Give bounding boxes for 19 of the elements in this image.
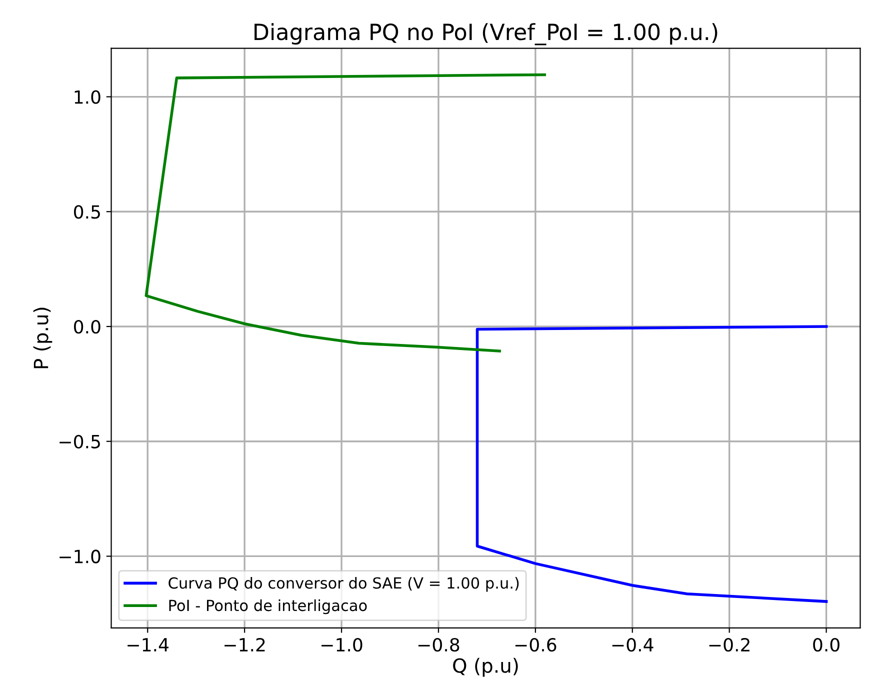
x-tick-label: −0.2 [709, 638, 750, 652]
y-tick-label: 0.5 [74, 205, 100, 219]
y-tick-label: −0.5 [60, 434, 100, 448]
x-tick-label: −1.2 [224, 638, 265, 652]
y-tick-label: 1.0 [74, 90, 100, 104]
y-tick-label: −1.0 [60, 550, 100, 564]
x-tick-label: −0.6 [515, 638, 556, 652]
x-tick-label: −0.4 [612, 638, 654, 652]
x-tick-label: 0.0 [813, 638, 840, 652]
y-tick-label: 0.0 [74, 320, 100, 334]
x-tick-label: −1.0 [322, 638, 362, 652]
x-tick-label: −0.8 [418, 638, 460, 652]
x-axis-title: Q (p.u) [453, 658, 518, 677]
x-tick-label: −1.4 [128, 638, 169, 652]
chart-title: Diagrama PQ no PoI (Vref_PoI = 1.00 p.u.) [254, 23, 718, 46]
legend-label: PoI - Ponto de interligacao [169, 599, 367, 614]
line-series [144, 73, 546, 352]
legend-label: Curva PQ do conversor do SAE (V = 1.00 p.u.) [168, 576, 519, 592]
y-axis-title: P (p.u) [33, 308, 52, 368]
